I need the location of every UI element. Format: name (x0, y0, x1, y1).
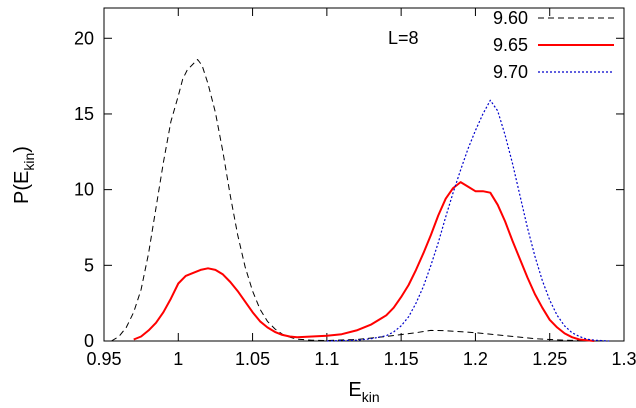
x-tick-label: 1.2 (463, 349, 488, 369)
y-tick-label: 20 (74, 28, 94, 48)
legend: 9.60 9.65 9.70 (493, 8, 614, 82)
x-tick-label: 0.95 (86, 349, 121, 369)
x-tick-label: 1.05 (235, 349, 270, 369)
y-tick-label: 15 (74, 104, 94, 124)
series-line-9-70 (326, 99, 610, 342)
legend-label: 9.65 (493, 35, 528, 55)
legend-label: 9.70 (493, 62, 528, 82)
legend-label: 9.60 (493, 8, 528, 28)
series-line-9-60 (111, 59, 610, 342)
y-axis-label-close: ) (11, 146, 33, 153)
series-line-9-65 (133, 181, 595, 342)
y-tick-label: 10 (74, 180, 94, 200)
x-axis-label-sub: kin (362, 389, 380, 405)
x-tick-label: 1 (173, 349, 183, 369)
series-layer (111, 59, 610, 342)
y-axis-label: P(Ekin) (11, 146, 37, 204)
x-axis-label-main: E (348, 379, 361, 401)
x-tick-label: 1.3 (611, 349, 636, 369)
annotation-label: L=8 (388, 28, 419, 48)
plot-frame (103, 7, 625, 342)
x-tick-label: 1.25 (532, 349, 567, 369)
axis-ticks: 0.95 1 1.05 1.1 1.15 1.2 1.25 1.3 0 5 10 15 20 (74, 8, 636, 369)
y-axis-label-sub: kin (21, 153, 37, 171)
x-tick-label: 1.15 (384, 349, 419, 369)
y-axis-label-main: P(E (11, 171, 33, 204)
y-tick-label: 0 (84, 331, 94, 351)
x-axis-label: Ekin (348, 379, 379, 405)
x-tick-label: 1.1 (314, 349, 339, 369)
y-tick-label: 5 (84, 255, 94, 275)
